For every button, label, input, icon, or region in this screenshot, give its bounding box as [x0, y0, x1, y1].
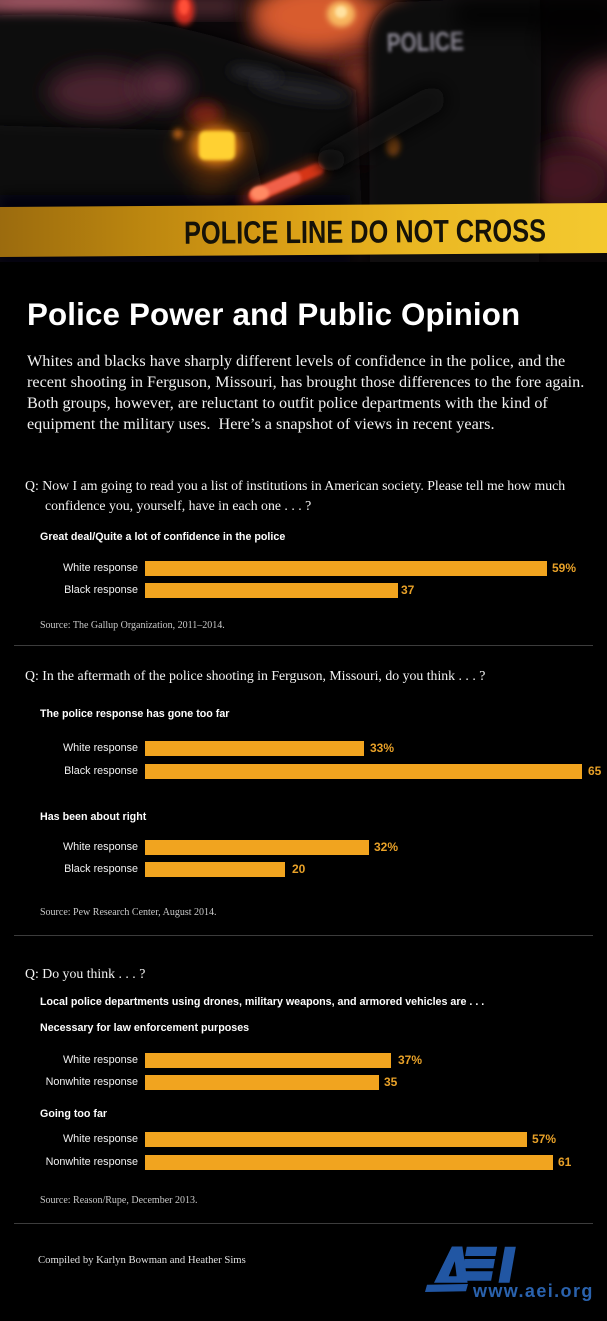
svg-text:www.aei.org: www.aei.org [472, 1281, 594, 1301]
svg-text:POLICE: POLICE [386, 26, 464, 58]
svg-text:POLICE LINE DO NOT CROSS: POLICE LINE DO NOT CROSS [184, 212, 546, 250]
